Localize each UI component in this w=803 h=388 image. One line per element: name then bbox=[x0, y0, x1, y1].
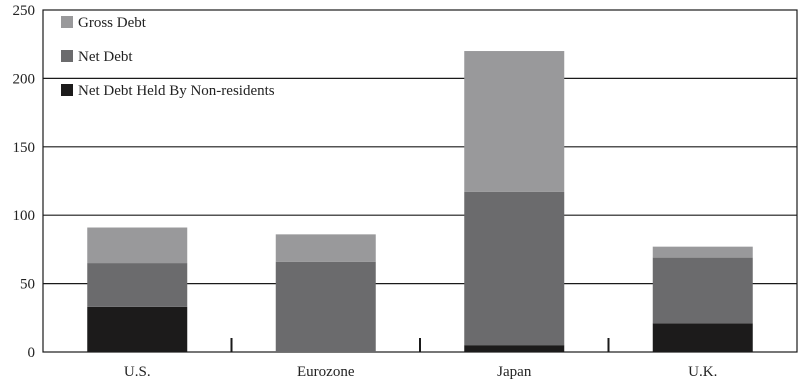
legend-label: Gross Debt bbox=[78, 15, 147, 31]
bar-segment bbox=[87, 306, 188, 352]
bar-segment bbox=[464, 191, 565, 346]
legend-swatch bbox=[61, 84, 73, 96]
bar-segment bbox=[652, 257, 753, 324]
bar-segment bbox=[464, 345, 565, 352]
bar-segment bbox=[275, 261, 376, 352]
legend-swatch bbox=[61, 50, 73, 62]
y-tick-label: 100 bbox=[13, 208, 36, 224]
bar-segment bbox=[464, 51, 565, 192]
y-tick-label: 250 bbox=[13, 3, 36, 19]
legend-swatch bbox=[61, 16, 73, 28]
x-category-label: U.S. bbox=[124, 364, 151, 380]
y-tick-label: 0 bbox=[28, 345, 36, 361]
bar-segment bbox=[87, 227, 188, 264]
legend-label: Net Debt Held By Non-residents bbox=[78, 83, 275, 99]
bars-layer bbox=[87, 51, 753, 352]
y-tick-label: 200 bbox=[13, 71, 36, 87]
x-category-label: Japan bbox=[497, 364, 532, 380]
bar-segment bbox=[652, 323, 753, 352]
axis-layer: 0 50 100 150 200 250 U.S. Eurozone Japan U.K. bbox=[13, 3, 718, 380]
x-category-label: Eurozone bbox=[297, 364, 355, 380]
y-tick-label: 50 bbox=[20, 277, 35, 293]
legend-label: Net Debt bbox=[78, 49, 133, 65]
bar-segment bbox=[652, 246, 753, 258]
legend: Gross Debt Net Debt Net Debt Held By Non-r… bbox=[61, 15, 275, 99]
bar-segment bbox=[87, 263, 188, 307]
x-category-label: U.K. bbox=[688, 364, 717, 380]
y-tick-label: 150 bbox=[13, 140, 36, 156]
bar-segment bbox=[275, 234, 376, 262]
